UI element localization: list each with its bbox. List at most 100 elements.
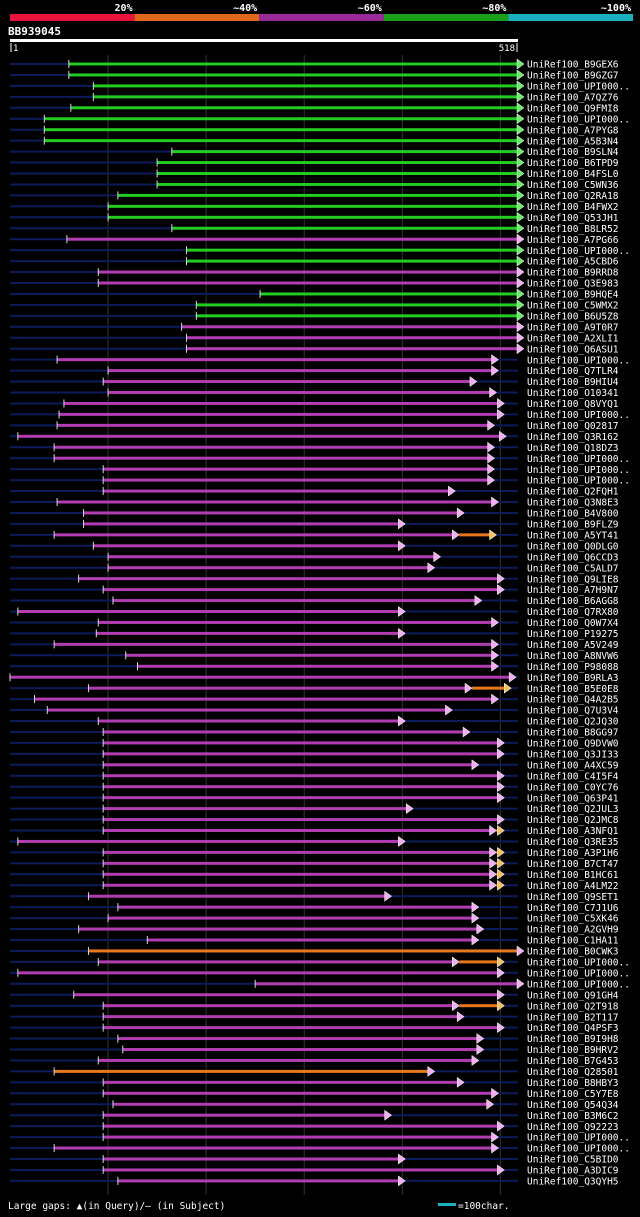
hit-bar[interactable] <box>196 303 519 307</box>
hit-row[interactable]: UniRef100_A5YT41 <box>10 529 619 542</box>
hit-label[interactable]: UniRef100_B7G453 <box>527 1056 619 1067</box>
hit-row[interactable]: UniRef100_Q7U3V4 <box>10 704 619 717</box>
hit-bar[interactable] <box>157 161 518 165</box>
hit-bar[interactable] <box>117 193 518 197</box>
hit-row[interactable]: UniRef100_Q02817 <box>10 419 619 432</box>
hit-row[interactable]: UniRef100_UPI000.. <box>10 113 630 126</box>
hit-bar[interactable] <box>17 610 400 613</box>
hit-label[interactable]: UniRef100_Q54Q34 <box>527 1100 619 1111</box>
hit-label[interactable]: UniRef100_B8HBY3 <box>527 1078 619 1089</box>
hit-row[interactable]: UniRef100_Q7RX80 <box>10 606 619 619</box>
hit-label[interactable]: UniRef100_UPI000.. <box>527 82 630 93</box>
hit-row[interactable]: UniRef100_B9RRD8 <box>10 266 619 279</box>
hit-label[interactable]: UniRef100_Q2RA18 <box>527 191 619 202</box>
hit-row[interactable]: UniRef100_Q54Q34 <box>10 1098 619 1111</box>
hit-row[interactable]: UniRef100_B9I9H8 <box>10 1033 619 1046</box>
hit-label[interactable]: UniRef100_B9HRV2 <box>527 1045 619 1056</box>
hit-bar[interactable] <box>103 489 450 493</box>
hit-bar[interactable] <box>103 1080 459 1084</box>
hit-label[interactable]: UniRef100_B9RLA3 <box>527 673 619 684</box>
hit-bar[interactable] <box>68 73 518 77</box>
hit-bar[interactable] <box>10 675 511 679</box>
hit-row[interactable]: UniRef100_B7CT47 <box>10 857 619 870</box>
hit-bar[interactable] <box>44 117 518 121</box>
hit-bar[interactable] <box>68 62 518 66</box>
hit-label[interactable]: UniRef100_C5WN36 <box>527 180 619 191</box>
hit-label[interactable]: UniRef100_B9RRD8 <box>527 268 619 279</box>
hit-bar[interactable] <box>122 1048 478 1051</box>
hit-row[interactable]: UniRef100_C5XK46 <box>10 912 619 925</box>
hit-label[interactable]: UniRef100_Q91GH4 <box>527 990 619 1001</box>
hit-row[interactable]: UniRef100_Q2JUL3 <box>10 803 619 816</box>
hit-bar[interactable] <box>96 631 400 635</box>
hit-row[interactable]: UniRef100_B2T117 <box>10 1011 619 1024</box>
hit-bar[interactable] <box>255 982 518 986</box>
hit-label[interactable]: UniRef100_B6U5Z8 <box>527 311 619 322</box>
hit-row[interactable]: UniRef100_UPI000.. <box>10 1142 630 1155</box>
hit-bar[interactable] <box>137 664 493 668</box>
hit-label[interactable]: UniRef100_Q92223 <box>527 1122 619 1133</box>
hit-bar[interactable] <box>103 763 473 767</box>
hit-row[interactable]: UniRef100_C5BID0 <box>10 1153 619 1166</box>
hit-bar[interactable] <box>103 1124 499 1128</box>
hit-bar[interactable] <box>83 511 459 515</box>
hit-row[interactable]: UniRef100_A4LM22 <box>10 879 619 892</box>
hit-bar[interactable] <box>103 730 465 734</box>
hit-bar[interactable] <box>88 686 467 690</box>
hit-row[interactable]: UniRef100_C5WMX2 <box>10 299 619 312</box>
hit-row[interactable]: UniRef100_Q0W7X4 <box>10 616 619 629</box>
hit-label[interactable]: UniRef100_Q8VYQ1 <box>527 399 619 410</box>
hit-bar[interactable] <box>83 522 400 526</box>
hit-label[interactable]: UniRef100_A2GVH9 <box>527 925 619 936</box>
hit-row[interactable]: UniRef100_A2GVH9 <box>10 923 619 936</box>
hit-row[interactable]: UniRef100_Q9LIE8 <box>10 573 619 586</box>
hit-row[interactable]: UniRef100_Q63P41 <box>10 792 619 805</box>
hit-bar[interactable] <box>44 139 518 143</box>
hit-bar[interactable] <box>112 599 476 603</box>
hit-label[interactable]: UniRef100_UPI000.. <box>527 465 630 476</box>
hit-row[interactable]: UniRef100_Q4PSF3 <box>10 1022 619 1035</box>
hit-row[interactable]: UniRef100_Q6CCD3 <box>10 551 619 564</box>
hit-label[interactable]: UniRef100_Q2JUL3 <box>527 804 619 815</box>
hit-row[interactable]: UniRef100_A3DIC9 <box>10 1164 619 1177</box>
hit-bar[interactable] <box>103 752 499 756</box>
hit-label[interactable]: UniRef100_UPI000.. <box>527 476 630 487</box>
hit-label[interactable]: UniRef100_Q28501 <box>527 1067 619 1078</box>
hit-label[interactable]: UniRef100_B6AGG8 <box>527 596 619 607</box>
hit-row[interactable]: UniRef100_B1HC61 <box>10 868 619 881</box>
hit-bar[interactable] <box>93 84 518 88</box>
hit-bar[interactable] <box>54 1069 429 1073</box>
hit-label[interactable]: UniRef100_C1HA11 <box>527 936 619 947</box>
hit-label[interactable]: UniRef100_B0CWK3 <box>527 947 619 958</box>
hit-row[interactable]: UniRef100_Q92223 <box>10 1120 619 1133</box>
hit-bar[interactable] <box>57 423 489 427</box>
hit-label[interactable]: UniRef100_UPI000.. <box>527 968 630 979</box>
hit-row[interactable]: UniRef100_UPI000.. <box>10 463 630 476</box>
hit-label[interactable]: UniRef100_B9I9H8 <box>527 1034 619 1045</box>
hit-label[interactable]: UniRef100_Q9FMI8 <box>527 103 619 114</box>
hit-label[interactable]: UniRef100_UPI000.. <box>527 454 630 465</box>
hit-bar[interactable] <box>186 336 519 340</box>
hit-bar[interactable] <box>103 1135 493 1139</box>
hit-label[interactable]: UniRef100_Q9LIE8 <box>527 574 619 585</box>
hit-label[interactable]: UniRef100_B2T117 <box>527 1012 619 1023</box>
hit-label[interactable]: UniRef100_Q3E983 <box>527 279 619 290</box>
hit-bar[interactable] <box>103 1157 400 1161</box>
hit-row[interactable]: UniRef100_Q28501 <box>10 1065 619 1078</box>
hit-label[interactable]: UniRef100_B5E0E8 <box>527 684 619 695</box>
hit-bar[interactable] <box>54 456 489 460</box>
hit-label[interactable]: UniRef100_A3P1H6 <box>527 848 619 859</box>
hit-bar[interactable] <box>103 774 499 778</box>
hit-bar[interactable] <box>125 653 493 657</box>
hit-bar[interactable] <box>112 1102 488 1106</box>
hit-bar[interactable] <box>108 916 473 920</box>
hit-label[interactable]: UniRef100_Q3RE35 <box>527 837 619 848</box>
hit-row[interactable]: UniRef100_C0YC76 <box>10 781 619 794</box>
hit-row[interactable]: UniRef100_Q91GH4 <box>10 989 619 1002</box>
hit-row[interactable]: UniRef100_Q9FMI8 <box>10 102 619 115</box>
hit-row[interactable]: UniRef100_Q9DVW0 <box>10 737 619 750</box>
hit-bar[interactable] <box>186 248 519 252</box>
hit-row[interactable]: UniRef100_UPI000.. <box>10 967 630 980</box>
hit-bar[interactable] <box>103 807 408 811</box>
hit-row[interactable]: UniRef100_Q2JQ30 <box>10 715 619 728</box>
